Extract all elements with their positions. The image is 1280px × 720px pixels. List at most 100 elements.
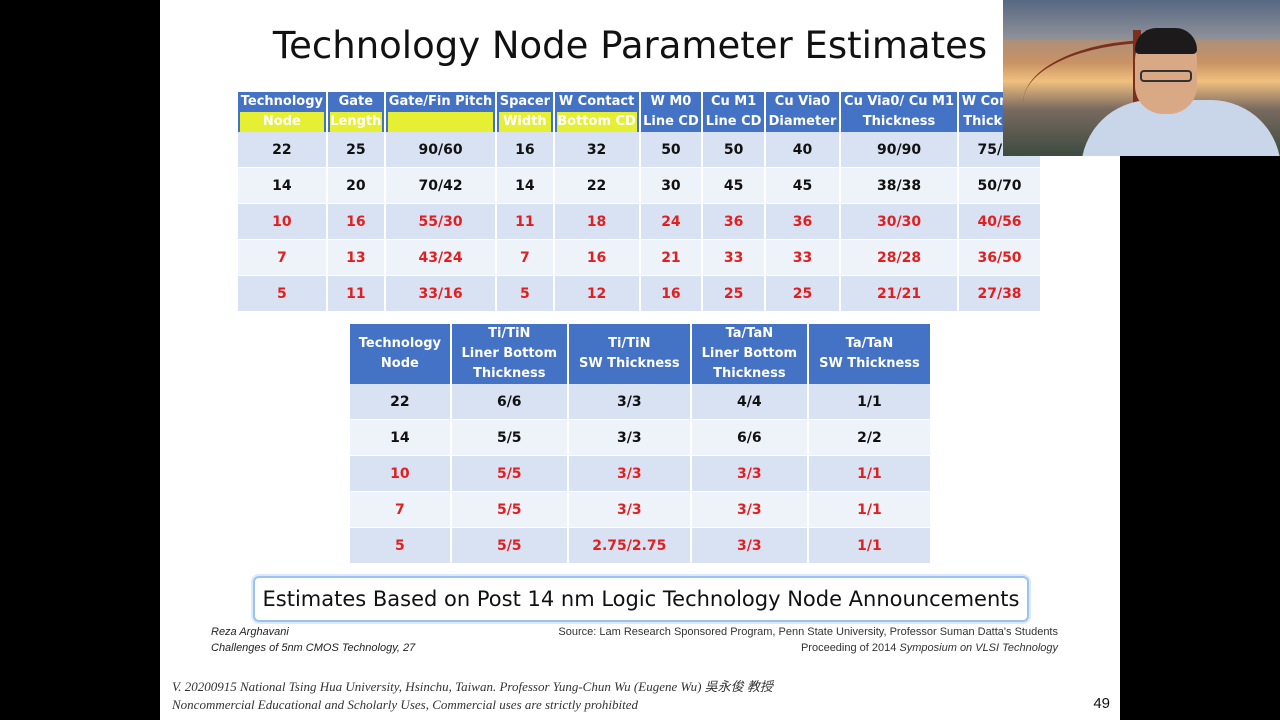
table-row: 10 16 55/30 11 18 24 36 36 30/30 40/56 bbox=[238, 204, 1040, 240]
table-cell: 5 bbox=[497, 276, 553, 312]
table-cell: 25 bbox=[703, 276, 764, 312]
table-row: 5 5/5 2.75/2.75 3/3 1/1 bbox=[350, 528, 930, 564]
table-cell: 5/5 bbox=[451, 492, 567, 528]
presenter-glasses bbox=[1140, 70, 1192, 82]
table-cell: 5/5 bbox=[451, 420, 567, 456]
footer-line-2: Noncommercial Educational and Scholarly … bbox=[172, 697, 639, 712]
table-cell: 45 bbox=[765, 168, 840, 204]
table-header-row: Technology Node Gate Length Gate/Fin Pitch… bbox=[238, 92, 1040, 132]
table-cell: 36/50 bbox=[959, 240, 1040, 276]
table-cell: 40/56 bbox=[959, 204, 1040, 240]
table-cell: 25 bbox=[327, 132, 384, 168]
table-cell: 1/1 bbox=[808, 528, 930, 564]
table-cell: 22 bbox=[350, 384, 450, 420]
table-cell: 16 bbox=[554, 240, 639, 276]
table-cell: 50/70 bbox=[959, 168, 1040, 204]
table-row: 14 20 70/42 14 22 30 45 45 38/38 50/70 bbox=[238, 168, 1040, 204]
table-cell: 6/6 bbox=[451, 384, 567, 420]
header-ta-tan-liner-bottom: Ta/TaN Liner Bottom Thickness bbox=[691, 324, 807, 384]
table-cell: 21 bbox=[640, 240, 702, 276]
table-cell: 36 bbox=[703, 204, 764, 240]
table-cell: 16 bbox=[640, 276, 702, 312]
header-cu-via0-m1-thickness: Cu Via0/ Cu M1 Thickness bbox=[841, 92, 958, 132]
table-cell: 25 bbox=[765, 276, 840, 312]
table-cell: 5 bbox=[350, 528, 450, 564]
table-cell: 3/3 bbox=[691, 456, 807, 492]
table-cell: 3/3 bbox=[568, 492, 690, 528]
table-row: 14 5/5 3/3 6/6 2/2 bbox=[350, 420, 930, 456]
table-cell: 5 bbox=[238, 276, 326, 312]
table-cell: 28/28 bbox=[841, 240, 958, 276]
table-cell: 3/3 bbox=[568, 456, 690, 492]
table-cell: 6/6 bbox=[691, 420, 807, 456]
source-line-2: Proceeding of 2014 Symposium on VLSI Tec… bbox=[800, 642, 1058, 654]
header-technology-node: Technology Node bbox=[350, 324, 450, 384]
table-cell: 10 bbox=[238, 204, 326, 240]
header-ti-tin-sw-thickness: Ti/TiN SW Thickness bbox=[568, 324, 690, 384]
table-cell: 3/3 bbox=[568, 420, 690, 456]
table-cell: 14 bbox=[350, 420, 450, 456]
copyright-footer: V. 20200915 National Tsing Hua Universit… bbox=[172, 678, 773, 714]
table-cell: 7 bbox=[350, 492, 450, 528]
table-cell: 2/2 bbox=[808, 420, 930, 456]
header-gate-length: Gate Length bbox=[327, 92, 384, 132]
presentation-slide: Technology Node Parameter Estimates Tech… bbox=[160, 0, 1120, 720]
header-w-m0-line-cd: W M0 Line CD bbox=[640, 92, 702, 132]
table-cell: 7 bbox=[238, 240, 326, 276]
table-header-row: Technology Node Ti/TiN Liner Bottom Thickne… bbox=[350, 324, 930, 384]
estimates-callout-box: Estimates Based on Post 14 nm Logic Tech… bbox=[253, 576, 1029, 622]
table-cell: 45 bbox=[703, 168, 764, 204]
table-cell: 33 bbox=[765, 240, 840, 276]
page-number: 49 bbox=[1093, 695, 1110, 712]
table-cell: 1/1 bbox=[808, 492, 930, 528]
table-cell: 3/3 bbox=[691, 528, 807, 564]
table-cell: 10 bbox=[350, 456, 450, 492]
table-row: 7 5/5 3/3 3/3 1/1 bbox=[350, 492, 930, 528]
table-row: 22 6/6 3/3 4/4 1/1 bbox=[350, 384, 930, 420]
table-cell: 30 bbox=[640, 168, 702, 204]
header-ti-tin-liner-bottom: Ti/TiN Liner Bottom Thickness bbox=[451, 324, 567, 384]
table-cell: 70/42 bbox=[385, 168, 496, 204]
header-gate-fin-pitch: Gate/Fin Pitch bbox=[385, 92, 496, 132]
table-cell: 18 bbox=[554, 204, 639, 240]
presenter-hair bbox=[1135, 28, 1197, 54]
table-cell: 3/3 bbox=[568, 384, 690, 420]
parameter-table: Technology Node Gate Length Gate/Fin Pitch… bbox=[236, 92, 1042, 312]
table-cell: 55/30 bbox=[385, 204, 496, 240]
table-cell: 38/38 bbox=[841, 168, 958, 204]
header-technology-node: Technology Node bbox=[238, 92, 326, 132]
table-cell: 22 bbox=[238, 132, 326, 168]
header-spacer-width: Spacer Width bbox=[497, 92, 553, 132]
parameter-table-body: 22 25 90/60 16 32 50 50 40 90/90 75/75 14 20 70/42 14… bbox=[238, 132, 1040, 312]
table-cell: 1/1 bbox=[808, 456, 930, 492]
table-cell: 43/24 bbox=[385, 240, 496, 276]
table-cell: 24 bbox=[640, 204, 702, 240]
table-cell: 90/60 bbox=[385, 132, 496, 168]
table-cell: 90/90 bbox=[841, 132, 958, 168]
table-cell: 27/38 bbox=[959, 276, 1040, 312]
source-citation: Source: Lam Research Sponsored Program, … bbox=[558, 624, 1058, 656]
table-cell: 5/5 bbox=[451, 528, 567, 564]
liner-table: Technology Node Ti/TiN Liner Bottom Thickne… bbox=[348, 324, 932, 564]
table-cell: 22 bbox=[554, 168, 639, 204]
table-cell: 30/30 bbox=[841, 204, 958, 240]
table-row: 5 11 33/16 5 12 16 25 25 21/21 27/38 bbox=[238, 276, 1040, 312]
table-cell: 7 bbox=[497, 240, 553, 276]
header-ta-tan-sw-thickness: Ta/TaN SW Thickness bbox=[808, 324, 930, 384]
table-cell: 14 bbox=[497, 168, 553, 204]
presenter-webcam-video bbox=[1003, 0, 1280, 156]
header-w-contact-bottom-cd: W Contact Bottom CD bbox=[554, 92, 639, 132]
table-cell: 50 bbox=[703, 132, 764, 168]
table-cell: 4/4 bbox=[691, 384, 807, 420]
table-cell: 21/21 bbox=[841, 276, 958, 312]
table-row: 22 25 90/60 16 32 50 50 40 90/90 75/75 bbox=[238, 132, 1040, 168]
table-cell: 3/3 bbox=[691, 492, 807, 528]
table-cell: 16 bbox=[327, 204, 384, 240]
table-cell: 5/5 bbox=[451, 456, 567, 492]
table-cell: 32 bbox=[554, 132, 639, 168]
table-cell: 13 bbox=[327, 240, 384, 276]
table-cell: 11 bbox=[497, 204, 553, 240]
table-cell: 2.75/2.75 bbox=[568, 528, 690, 564]
footer-line-1: V. 20200915 National Tsing Hua Universit… bbox=[172, 679, 773, 694]
table-cell: 1/1 bbox=[808, 384, 930, 420]
